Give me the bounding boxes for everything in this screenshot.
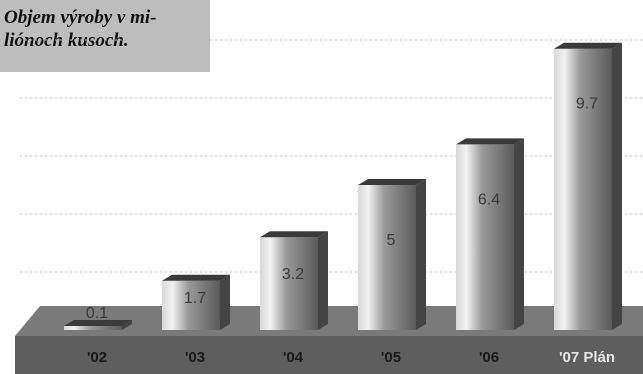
- bar-side: [318, 231, 328, 330]
- bar-face: [358, 185, 416, 330]
- bar: [358, 179, 426, 330]
- value-label: 9.7: [576, 96, 598, 113]
- value-label: 3.2: [282, 266, 304, 283]
- bars: [64, 43, 622, 330]
- bar-side: [612, 43, 622, 330]
- category-label: '07 Plán: [559, 349, 615, 366]
- bar-side: [416, 179, 426, 330]
- bar: [554, 43, 622, 330]
- bar-face: [554, 49, 612, 330]
- value-label: 5: [387, 232, 396, 249]
- value-label: 6.4: [478, 191, 500, 208]
- bar-top: [358, 179, 426, 185]
- bar-face: [260, 237, 318, 330]
- chart-floor: [15, 306, 643, 374]
- bar-top: [456, 138, 524, 144]
- bar-face: [456, 144, 514, 330]
- category-label: '03: [185, 349, 205, 366]
- bar-top: [554, 43, 622, 49]
- bar-side: [514, 138, 524, 330]
- bar-face: [64, 326, 122, 330]
- bar-top: [162, 275, 230, 281]
- category-label: '06: [479, 349, 499, 366]
- axis-band: [15, 336, 643, 374]
- category-label: '02: [87, 349, 107, 366]
- gridlines: [20, 40, 643, 272]
- value-label: 1.7: [184, 290, 206, 307]
- bar: [456, 138, 524, 330]
- bar-side: [220, 275, 230, 330]
- bar-top: [260, 231, 328, 237]
- category-label: '04: [283, 349, 304, 366]
- category-label: '05: [381, 349, 401, 366]
- value-label: 0.1: [86, 305, 108, 322]
